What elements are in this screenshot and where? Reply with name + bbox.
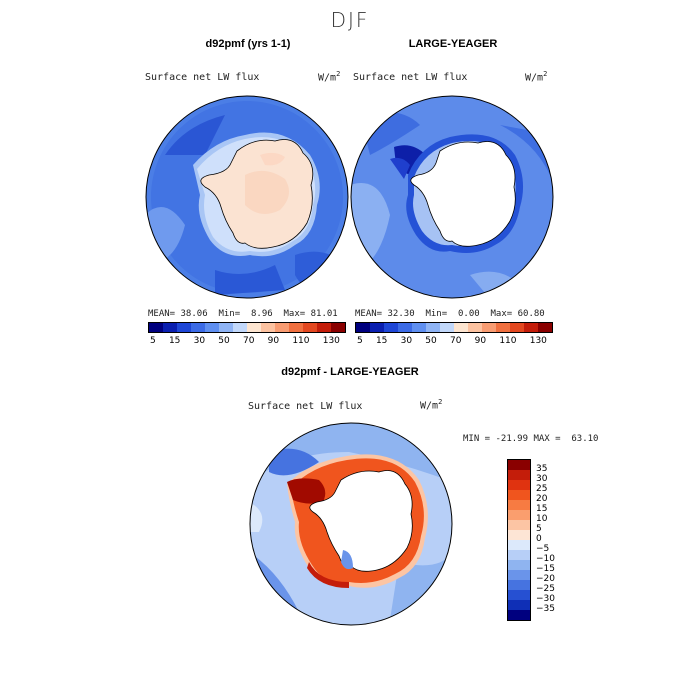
colorbar-swatch <box>508 560 530 570</box>
panel-3-variable: Surface net LW flux <box>248 401 363 412</box>
colorbar-swatch <box>510 323 524 332</box>
colorbar-swatch <box>331 323 345 332</box>
colorbar-swatch <box>412 323 426 332</box>
panel-2-title: LARGE-YEAGER <box>408 38 498 50</box>
colorbar-tick-label: 90 <box>267 336 280 346</box>
panel-1-colorbar <box>148 322 346 333</box>
colorbar-swatch <box>482 323 496 332</box>
colorbar-label: 0 <box>536 534 542 544</box>
panel-1-title: d92pmf (yrs 1-1) <box>205 38 291 50</box>
colorbar-swatch <box>219 323 233 332</box>
panel-1-units: W/m2 <box>318 70 341 84</box>
panel-1-stats: MEAN= 38.06 Min= 8.96 Max= 81.01 <box>148 309 338 319</box>
colorbar-swatch <box>508 510 530 520</box>
colorbar-label: −5 <box>536 544 550 554</box>
colorbar-swatch <box>191 323 205 332</box>
colorbar-swatch <box>538 323 552 332</box>
colorbar-label: 5 <box>536 524 542 534</box>
colorbar-swatch <box>261 323 275 332</box>
colorbar-swatch <box>289 323 303 332</box>
panel-3-units: W/m2 <box>420 398 443 412</box>
colorbar-tick-label: 30 <box>193 336 206 346</box>
panel-3-colorbar-labels: 35 30 25 20 15 10 5 0 −5 −10 −15 −20 −25 −30 −35 <box>536 464 555 614</box>
panel-3-title: d92pmf - LARGE-YEAGER <box>281 366 419 378</box>
colorbar-swatch <box>454 323 468 332</box>
colorbar-swatch <box>440 323 454 332</box>
panel-2-variable: Surface net LW flux <box>353 72 468 83</box>
colorbar-label: −30 <box>536 594 555 604</box>
panel-1-variable: Surface net LW flux <box>145 72 260 83</box>
panel-3-colorbar <box>507 459 531 621</box>
colorbar-swatch <box>524 323 538 332</box>
colorbar-swatch <box>508 550 530 560</box>
colorbar-tick-label: 110 <box>292 336 310 346</box>
colorbar-tick-label: 5 <box>150 336 156 346</box>
colorbar-swatch <box>508 580 530 590</box>
colorbar-swatch <box>496 323 510 332</box>
colorbar-swatch <box>275 323 289 332</box>
colorbar-tick-label: 50 <box>218 336 230 346</box>
panel-2-colorbar-ticks: 5 15 30 50 70 90 110 130 <box>357 336 547 346</box>
colorbar-label: 10 <box>536 514 548 524</box>
colorbar-swatch <box>233 323 247 332</box>
colorbar-swatch <box>508 470 530 480</box>
colorbar-swatch <box>177 323 191 332</box>
colorbar-swatch <box>508 570 530 580</box>
panel-2-colorbar <box>355 322 553 333</box>
colorbar-swatch <box>508 530 530 540</box>
figure-title: DJF <box>330 8 370 32</box>
colorbar-swatch <box>356 323 370 332</box>
colorbar-swatch <box>317 323 331 332</box>
colorbar-swatch <box>370 323 384 332</box>
colorbar-label: −15 <box>536 564 555 574</box>
panel-2-units: W/m2 <box>525 70 548 84</box>
colorbar-label: 35 <box>536 464 548 474</box>
colorbar-tick-label: 15 <box>168 336 181 346</box>
colorbar-tick-label: 90 <box>474 336 487 346</box>
colorbar-label: −35 <box>536 604 555 614</box>
colorbar-label: −20 <box>536 574 555 584</box>
panel-3-polar-map <box>249 422 453 626</box>
panel-2-stats: MEAN= 32.30 Min= 0.00 Max= 60.80 <box>355 309 545 319</box>
panel-1-colorbar-ticks: 5 15 30 50 70 90 110 130 <box>150 336 340 346</box>
colorbar-tick-label: 15 <box>375 336 388 346</box>
colorbar-tick-label: 70 <box>449 336 462 346</box>
colorbar-label: 20 <box>536 494 548 504</box>
colorbar-swatch <box>303 323 317 332</box>
colorbar-swatch <box>508 460 530 470</box>
colorbar-swatch <box>508 590 530 600</box>
colorbar-swatch <box>468 323 482 332</box>
colorbar-swatch <box>163 323 177 332</box>
colorbar-swatch <box>508 600 530 610</box>
colorbar-tick-label: 130 <box>529 336 547 346</box>
colorbar-swatch <box>426 323 440 332</box>
colorbar-tick-label: 30 <box>400 336 413 346</box>
colorbar-swatch <box>508 480 530 490</box>
colorbar-label: 30 <box>536 474 548 484</box>
colorbar-swatch <box>508 610 530 620</box>
colorbar-swatch <box>247 323 261 332</box>
colorbar-swatch <box>508 490 530 500</box>
colorbar-tick-label: 110 <box>499 336 517 346</box>
colorbar-swatch <box>205 323 219 332</box>
colorbar-swatch <box>508 520 530 530</box>
colorbar-label: 25 <box>536 484 548 494</box>
panel-1-polar-map <box>145 95 349 299</box>
colorbar-swatch <box>149 323 163 332</box>
colorbar-tick-label: 70 <box>242 336 255 346</box>
panel-2-polar-map <box>350 95 554 299</box>
colorbar-label: 15 <box>536 504 548 514</box>
colorbar-swatch <box>508 500 530 510</box>
colorbar-swatch <box>398 323 412 332</box>
colorbar-tick-label: 50 <box>425 336 437 346</box>
colorbar-tick-label: 5 <box>357 336 363 346</box>
colorbar-swatch <box>508 540 530 550</box>
colorbar-label: −25 <box>536 584 555 594</box>
colorbar-tick-label: 130 <box>322 336 340 346</box>
colorbar-label: −10 <box>536 554 555 564</box>
colorbar-swatch <box>384 323 398 332</box>
panel-3-minmax: MIN = -21.99 MAX = 63.10 <box>463 434 599 444</box>
